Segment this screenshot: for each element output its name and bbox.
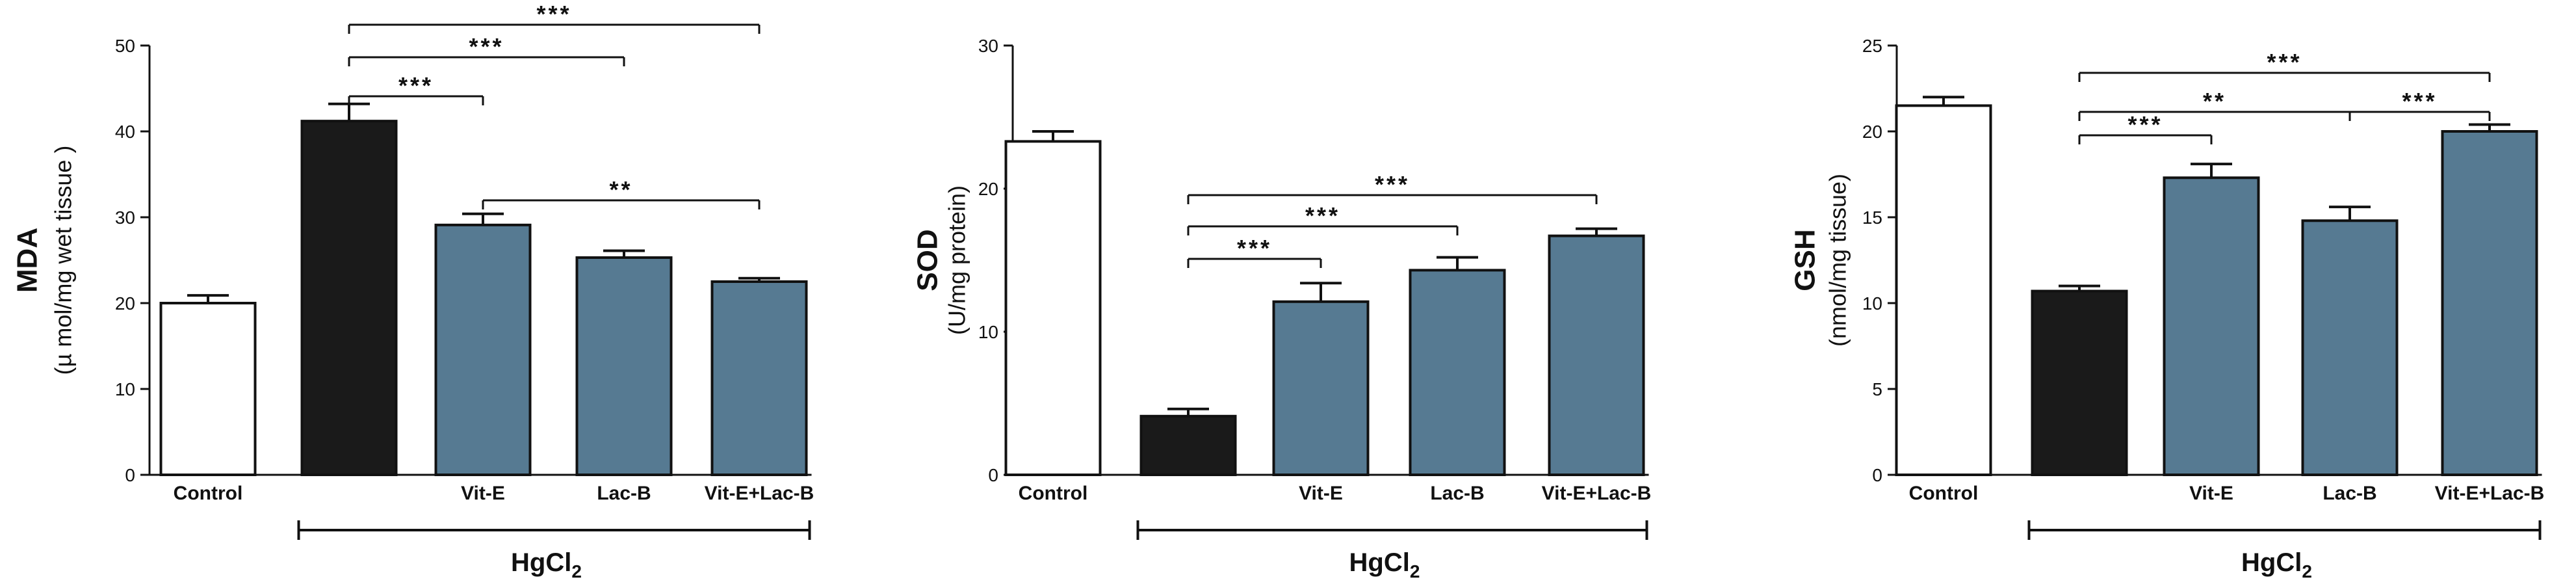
category-label: Vit-E+Lac-B (705, 483, 814, 504)
significance-label: *** (2402, 88, 2437, 114)
group-label-text: HgCl (511, 548, 571, 577)
y-tick-label: 0 (125, 465, 135, 485)
significance-label: *** (1375, 171, 1410, 198)
bar-control (1895, 104, 1992, 476)
bar-vit-e-lac-b (710, 280, 808, 476)
category-label: Vit-E (2189, 483, 2233, 504)
bar-vit-e (434, 223, 532, 476)
bar-control (1004, 140, 1102, 476)
bar-vit-e-lac-b (1548, 234, 1645, 476)
significance-label: *** (536, 1, 571, 27)
category-label: Control (1019, 483, 1088, 504)
category-label: Lac-B (597, 483, 651, 504)
bar-lac-b (575, 256, 673, 476)
group-label-text: HgCl (2241, 548, 2302, 577)
group-label-subscript: 2 (2302, 561, 2312, 581)
bar-vit-e (1272, 300, 1370, 476)
y-tick-label: 10 (115, 379, 135, 399)
group-label-subscript: 2 (1410, 561, 1420, 581)
bar-hgcl2 (300, 120, 398, 477)
y-axis-unit: (µ mol/mg wet tissue ) (50, 146, 77, 375)
category-label: Control (1909, 483, 1979, 504)
bar-lac-b (1409, 269, 1506, 476)
bar-lac-b (2301, 219, 2399, 476)
significance-label: ** (2203, 88, 2226, 114)
group-label: HgCl2 (2241, 548, 2312, 581)
y-axis-unit: (U/mg protein) (944, 185, 970, 335)
y-tick-label: 0 (1872, 465, 1882, 485)
category-label: Lac-B (1430, 483, 1484, 504)
category-label: Control (174, 483, 243, 504)
category-label: Vit-E+Lac-B (1542, 483, 1652, 504)
panel-sod: 0 10 20 30 SOD (U/mg protein) Control Vit-E Lac-… (912, 36, 1652, 581)
category-label: Vit-E (461, 483, 505, 504)
y-axis-label: MDA (12, 228, 44, 293)
y-tick-label: 10 (1862, 293, 1882, 314)
group-label-subscript: 2 (571, 561, 582, 581)
y-tick-label: 20 (1862, 122, 1882, 142)
significance-label: *** (2127, 111, 2163, 138)
category-label: Lac-B (2322, 483, 2376, 504)
panel-gsh: 0 5 10 15 20 25 GSH (nmol/mg tissue) Control Vit-… (1789, 36, 2545, 581)
panel-mda: 0 10 20 30 40 50 MDA (µ mol/mg wet tissue ) Cont… (12, 1, 814, 581)
y-tick-label: 50 (115, 36, 135, 56)
bar-vit-e (2163, 176, 2260, 476)
significance-label: *** (469, 33, 504, 60)
significance-label: ** (609, 176, 632, 203)
y-tick-label: 30 (115, 207, 135, 228)
y-tick-label: 5 (1872, 379, 1882, 399)
bar-vit-e-lac-b (2441, 130, 2538, 476)
group-label: HgCl2 (1349, 548, 1420, 581)
y-tick-label: 15 (1862, 207, 1882, 228)
y-axis-unit: (nmol/mg tissue) (1825, 174, 1851, 347)
y-tick-label: 40 (115, 122, 135, 142)
y-tick-label: 20 (978, 179, 998, 199)
significance-label: *** (398, 72, 434, 99)
bar-hgcl2 (1139, 414, 1237, 476)
group-label-text: HgCl (1349, 548, 1410, 577)
significance-label: *** (2267, 49, 2302, 75)
y-axis-label: SOD (912, 229, 944, 291)
group-label: HgCl2 (511, 548, 582, 581)
y-axis-label: GSH (1789, 229, 1821, 291)
y-tick-label: 30 (978, 36, 998, 56)
y-tick-label: 0 (988, 465, 998, 485)
bar-control (159, 302, 257, 476)
y-tick-label: 25 (1862, 36, 1882, 56)
category-label: Vit-E+Lac-B (2435, 483, 2545, 504)
y-tick-label: 10 (978, 322, 998, 342)
category-label: Vit-E (1299, 483, 1343, 504)
significance-label: *** (1305, 202, 1340, 229)
significance-label: *** (1237, 235, 1272, 261)
y-tick-label: 20 (115, 293, 135, 314)
bar-hgcl2 (2031, 289, 2128, 476)
